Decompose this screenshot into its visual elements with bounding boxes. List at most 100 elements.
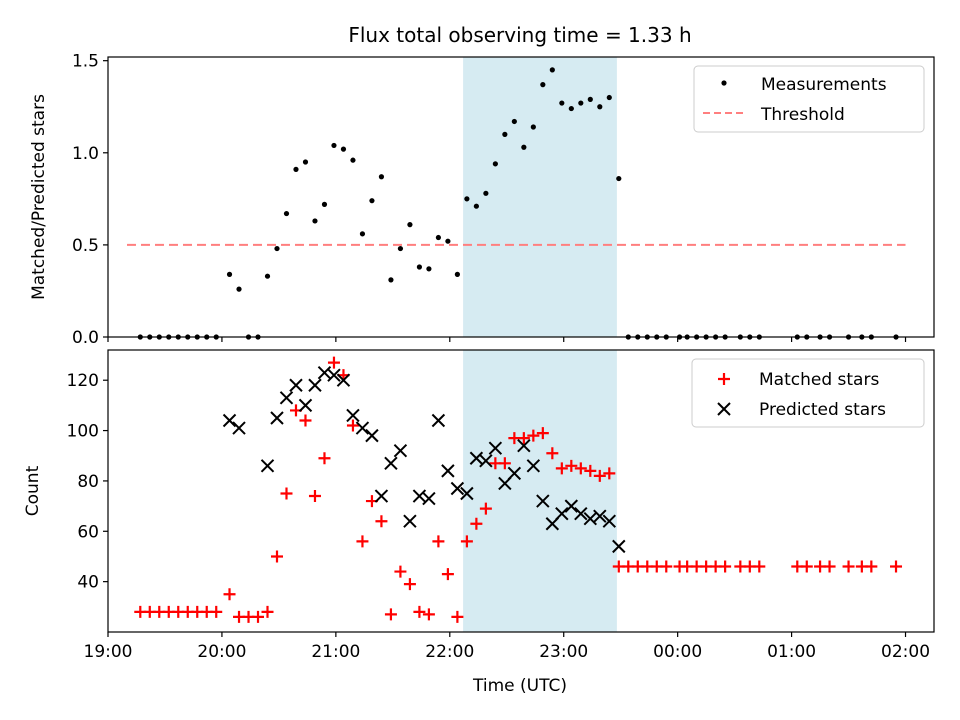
matched-star-point [432,535,445,548]
matched-star-point [318,452,331,465]
predicted-star-point [526,459,541,473]
legend-measurements-label: Measurements [761,75,887,95]
x-tick-label: 01:00 [767,642,816,662]
legend-matched-label: Matched stars [759,370,879,390]
predicted-star-point [298,398,313,413]
measurement-point [530,124,536,130]
matched-star-point [252,610,265,623]
matched-star-point [223,588,236,601]
measurement-point [236,286,242,292]
chart-title: Flux total observing time = 1.33 h [348,23,691,47]
x-tick-label: 00:00 [653,642,702,662]
matched-star-point [603,467,616,480]
measurement-point [492,161,498,167]
matched-star-point [270,550,283,563]
matched-star-point [719,560,732,573]
predicted-star-point [507,466,522,481]
predicted-star-point [583,511,598,526]
y-tick-label: 40 [77,573,99,593]
ratio-panel: 0.0 0.5 1.0 1.5 Matched/Predicted stars Mea… [29,52,935,348]
matched-star-point [413,605,426,618]
predicted-star-point [374,489,389,503]
measurement-point [483,190,489,196]
matched-star-point [842,560,855,573]
predicted-star-point [232,421,246,435]
matched-star-point [451,610,464,623]
x-tick-label: 23:00 [539,642,588,662]
measurement-point [397,245,404,252]
measurement-point [359,231,366,237]
count-plot-frame [107,349,935,633]
legend-predicted-label: Predicted stars [759,400,886,420]
x-tick-label: 21:00 [311,642,360,662]
predicted-star-point [469,451,484,465]
predicted-star-point [517,438,531,453]
legend-measurements-marker [721,80,727,86]
measurement-point [321,201,328,207]
legend-threshold-label: Threshold [760,105,845,125]
measurement-point [293,166,299,172]
x-tick-label: 20:00 [197,642,246,662]
measurement-point [407,222,413,228]
predicted-star-point [289,378,303,392]
matched-star-point [823,560,836,573]
x-tick-label: 02:00 [881,642,930,662]
measurement-point [302,159,309,165]
measurement-point [511,118,517,125]
count-highlight-span [463,350,617,632]
matched-star-point [660,560,673,573]
y-tick-label: 80 [77,472,99,492]
measurement-point [454,271,460,277]
measurement-point [426,266,432,272]
y-tick-label: 120 [67,371,99,391]
y-tick-label: 60 [77,522,99,542]
predicted-star-point [555,506,569,521]
predicted-star-point [327,368,341,382]
measurement-point [416,264,423,270]
measurement-point [464,196,470,202]
measurement-point [340,146,347,152]
matched-star-point [565,459,578,472]
predicted-star-point [602,514,617,528]
measurement-point [312,218,318,224]
ratio-y-axis-label: Matched/Predicted stars [29,94,49,300]
measurement-point [502,131,508,137]
predicted-star-point [460,486,474,501]
matched-star-point [593,469,606,482]
matched-star-point [384,608,397,621]
measurement-point [597,104,603,110]
y-tick-label: 100 [67,422,99,442]
predicted-star-point [441,464,455,478]
measurement-point [435,234,441,241]
measurement-point [264,273,271,279]
ratio-legend-box [693,65,925,133]
measurement-point [378,174,385,180]
matched-star-point [890,560,903,573]
count-legend-box [691,358,925,428]
measurement-point [226,271,233,277]
ratio-highlight-span [463,57,617,337]
matched-star-point [308,490,321,503]
predicted-star-point [393,444,408,458]
count-y-axis-label: Count [23,465,43,516]
predicted-star-point [308,378,322,392]
matched-star-point [394,565,407,578]
measurement-point [388,277,394,283]
measurement-point [549,67,555,73]
predicted-star-point [384,456,398,471]
matched-star-point [536,427,549,440]
matched-star-point [555,462,568,475]
count-legend: Matched stars Predicted stars [691,358,925,428]
predicted-star-point [260,459,275,473]
predicted-star-point [365,428,379,443]
measurement-point [568,105,574,112]
measurement-point [331,142,337,149]
matched-star-point [574,462,587,475]
predicted-star-point [355,421,370,435]
matched-star-point [517,432,530,445]
matched-star-point [546,447,559,460]
matched-star-point [441,568,454,581]
matched-star-point [753,560,766,573]
matched-star-point [422,608,435,621]
